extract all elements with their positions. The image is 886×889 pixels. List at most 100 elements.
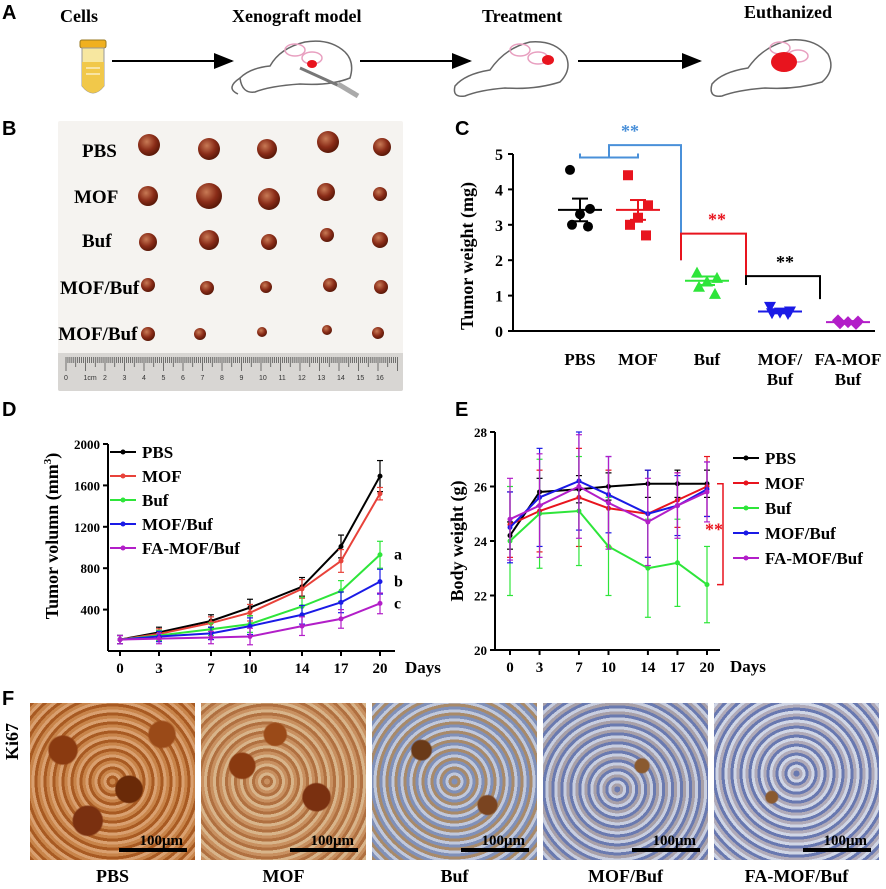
legend-marker [743,455,749,461]
y-tick-label: 2000 [74,437,100,452]
c-ytick-label: 5 [495,147,503,164]
scale-bar [803,848,871,852]
data-point [645,519,651,525]
panel-letter-a: A [2,2,17,24]
ruler [58,353,403,391]
scale-label: 100μm [823,833,868,849]
legend-label: MOF [142,467,182,486]
y-tick-label: 400 [81,603,101,618]
c-category-label: MOF/ [758,350,803,369]
tumor-specimen [322,325,332,335]
data-point [377,491,383,497]
legend-marker [743,555,749,561]
scale-bar [632,848,700,852]
c-data-point [643,200,653,211]
c-data-point [567,219,577,230]
y-tick-label: 28 [474,425,488,440]
c-sig-bracket [579,144,682,261]
legend-label: Buf [142,491,169,510]
ihc-row-label: Ki67 [2,722,22,760]
data-point [674,560,680,566]
scale-label: 100μm [652,833,697,849]
ruler-number: 4 [142,375,146,382]
tumor-large [771,52,797,72]
ruler-number: 9 [239,375,244,382]
c-data-point [709,287,721,299]
data-point [338,558,344,564]
data-point [247,634,253,640]
c-data-point [623,170,633,181]
data-point [704,582,710,588]
body-weight-chart: 20 22 24 26 28 0 3 7 10 14 17 20 Days Body weight (g)… [447,425,863,676]
x-tick-label: 3 [536,660,544,676]
data-point [299,623,305,629]
x-tick-label: 10 [601,660,616,676]
tumor-photo: PBS MOF Buf MOF/Buf FA-MOF/Buf [58,121,403,391]
ruler-number: 1cm [83,375,97,382]
data-point [338,616,344,622]
sig-label: ** [705,520,723,540]
legend-marker [120,545,126,551]
legend-label: MOF/Buf [142,515,213,534]
y-tick-label: 24 [474,534,488,549]
ihc-image-mof: 100μm [201,703,366,860]
x-tick-label: 14 [295,661,311,677]
ruler-number: 15 [356,375,365,382]
x-tick-label: 20 [700,660,715,676]
scale-label: 100μm [481,833,526,849]
panel-letter-b: B [2,118,17,140]
data-point [338,599,344,605]
tumor-photo-specimens [58,131,403,391]
photo-row-label: FA-MOF/Buf [58,324,138,345]
tumor-small-1 [307,60,317,68]
legend-marker [120,521,126,527]
tumor-specimen [138,186,158,206]
tumor-specimen [196,183,222,209]
c-data-point [764,301,776,313]
tumor-specimen [372,327,384,339]
tumor-specimen [374,280,388,294]
tumor-specimen [373,187,387,201]
y-tick-label: 1200 [74,520,100,535]
ruler-number: 0 [64,375,68,382]
tumor-specimen [194,328,206,340]
ruler-number: 16 [376,375,384,382]
data-point [377,579,383,585]
y-tick-label: 800 [81,561,101,576]
end-label: a [394,547,402,564]
legend-label: MOF [765,474,805,493]
ruler-number: 2 [103,375,107,382]
ihc-image-buf: 100μm [372,703,537,860]
tumor-specimen [260,281,272,293]
y-axis-label: Body weight (g) [447,480,468,601]
tumor-specimen [257,139,277,159]
c-ytick-label: 3 [495,218,503,235]
c-category-label: Buf [694,350,721,369]
ruler-number: 10 [259,375,267,382]
step-xenograft-label: Xenograft model [232,6,362,26]
data-point [704,489,710,495]
data-point [606,500,611,506]
c-category-label: PBS [564,350,595,369]
data-point [377,473,383,479]
tumor-specimen [320,228,334,242]
y-tick-label: 22 [474,589,487,604]
data-point [117,637,123,643]
legend-marker [743,505,749,511]
c-data-point [641,230,651,241]
x-tick-label: 17 [670,660,686,676]
step-cells-label: Cells [60,6,98,26]
c-data-point [565,164,575,175]
legend-label: PBS [142,443,173,462]
scale-label: 100μm [139,833,184,849]
x-axis-label: Days [730,657,766,676]
ihc-label: FA-MOF/Buf [744,866,849,886]
tumor-specimen [139,233,157,251]
end-label: b [394,574,403,591]
ruler-number: 6 [181,375,185,382]
tumor-specimen [200,281,214,295]
scale-label: 100μm [310,833,355,849]
c-ytick-label: 0 [495,324,503,341]
legend-marker [743,480,749,486]
